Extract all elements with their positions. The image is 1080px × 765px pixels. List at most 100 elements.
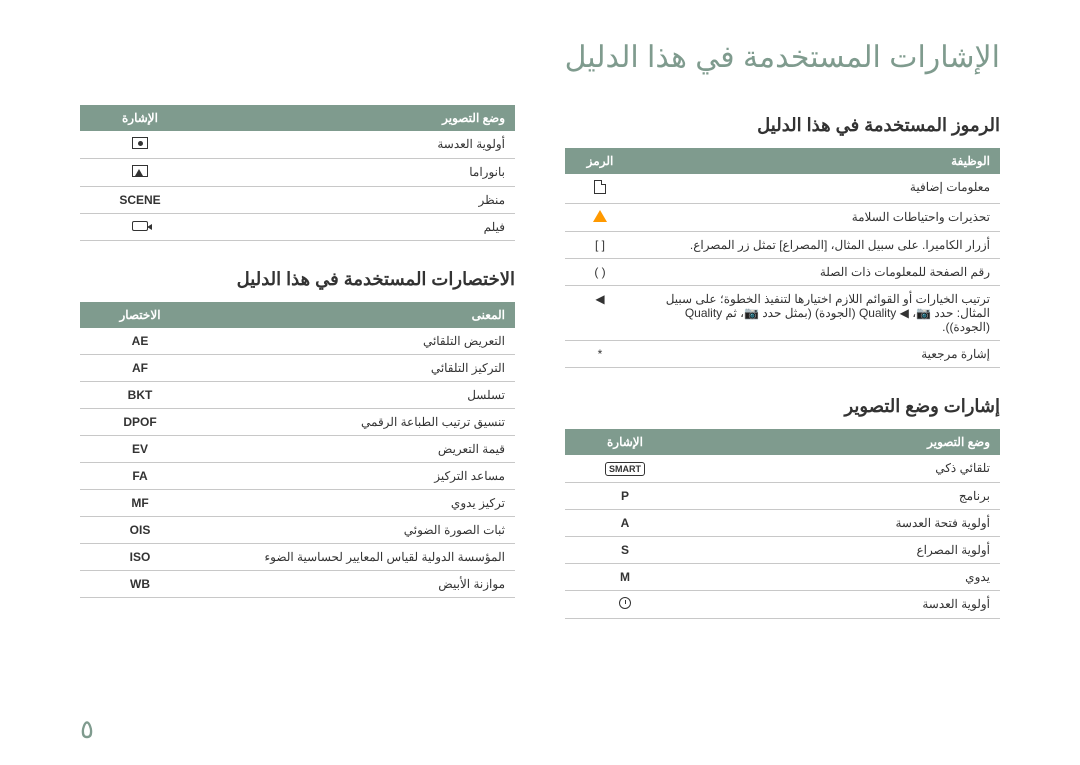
mode-symbol: * xyxy=(598,347,603,361)
mode-symbol: A xyxy=(621,516,630,530)
mode-symbol-cell xyxy=(80,159,200,187)
table-row: تركيز يدويMF xyxy=(80,490,515,517)
table-row: تسلسلBKT xyxy=(80,382,515,409)
mode-symbol: SCENE xyxy=(119,193,160,207)
left-column: وضع التصوير الإشارة أولوية العدسةبانورام… xyxy=(80,105,515,619)
table-row: التركيز التلقائيAF xyxy=(80,355,515,382)
mode-name: تلقائي ذكي xyxy=(685,455,1000,483)
table-row: أولوية فتحة العدسة A xyxy=(565,510,1000,537)
content-columns: وضع التصوير الإشارة أولوية العدسةبانورام… xyxy=(80,105,1000,619)
symbol-function: معلومات إضافية xyxy=(635,174,1000,204)
table-row: أولوية العدسة xyxy=(565,591,1000,619)
abbr-meaning: المؤسسة الدولية لقياس المعايير لحساسية ا… xyxy=(200,544,515,571)
symbol-cell: [ ] xyxy=(565,232,635,259)
mode-symbol: M xyxy=(620,570,630,584)
abbr-code: MF xyxy=(80,490,200,517)
mode-symbol-cell: SMART xyxy=(565,455,685,483)
abbr-code: OIS xyxy=(80,517,200,544)
abbreviations-title: الاختصارات المستخدمة في هذا الدليل xyxy=(80,269,515,290)
col-function: الوظيفة xyxy=(635,148,1000,174)
table-row: أزرار الكاميرا. على سبيل المثال، [المصرا… xyxy=(565,232,1000,259)
abbreviations-table: المعنى الاختصار التعريض التلقائيAEالتركي… xyxy=(80,302,515,598)
note-icon xyxy=(594,180,606,194)
table-row: مساعد التركيزFA xyxy=(80,463,515,490)
abbr-meaning: تسلسل xyxy=(200,382,515,409)
mode-name: منظر xyxy=(200,187,515,214)
table-row: أولوية العدسة xyxy=(80,131,515,159)
mode-symbol: [ ] xyxy=(595,238,605,252)
mode-symbol-cell xyxy=(565,591,685,619)
mode-symbol: P xyxy=(621,489,629,503)
mode-name: يدوي xyxy=(685,564,1000,591)
symbol-cell xyxy=(565,204,635,232)
table-row: تلقائي ذكيSMART xyxy=(565,455,1000,483)
table-row: ترتيب الخيارات أو القوائم اللازم اختياره… xyxy=(565,286,1000,341)
symbol-function: ترتيب الخيارات أو القوائم اللازم اختياره… xyxy=(635,286,1000,341)
table-row: تحذيرات واحتياطات السلامة xyxy=(565,204,1000,232)
abbr-meaning: تنسيق ترتيب الطباعة الرقمي xyxy=(200,409,515,436)
symbol-cell: ( ) xyxy=(565,259,635,286)
mode-symbol: ◀ xyxy=(595,292,604,306)
panorama-icon xyxy=(132,165,148,177)
shooting-modes-table: وضع التصوير الإشارة تلقائي ذكيSMARTبرنام… xyxy=(565,429,1000,619)
abbr-meaning: ثبات الصورة الضوئي xyxy=(200,517,515,544)
mode-symbol-cell xyxy=(80,214,200,241)
table-row: التعريض التلقائيAE xyxy=(80,328,515,355)
col-symbol: الرمز xyxy=(565,148,635,174)
abbr-meaning: التركيز التلقائي xyxy=(200,355,515,382)
symbols-table: الوظيفة الرمز معلومات إضافيةتحذيرات واحت… xyxy=(565,148,1000,368)
mode-name: أولوية العدسة xyxy=(200,131,515,159)
aperture-priority-icon xyxy=(132,137,148,149)
abbr-meaning: قيمة التعريض xyxy=(200,436,515,463)
table-row: موازنة الأبيضWB xyxy=(80,571,515,598)
mode-symbol: ( ) xyxy=(594,265,605,279)
warning-icon xyxy=(593,210,607,222)
abbr-meaning: تركيز يدوي xyxy=(200,490,515,517)
table-row: منظر SCENE xyxy=(80,187,515,214)
col-mode: وضع التصوير xyxy=(200,105,515,131)
mode-symbol: S xyxy=(621,543,629,557)
table-row: بانوراما xyxy=(80,159,515,187)
table-row: تنسيق ترتيب الطباعة الرقميDPOF xyxy=(80,409,515,436)
symbol-cell: * xyxy=(565,341,635,368)
page-number: ٥ xyxy=(80,714,94,745)
table-row: أولوية المصراعS xyxy=(565,537,1000,564)
symbol-function: إشارة مرجعية xyxy=(635,341,1000,368)
symbol-cell xyxy=(565,174,635,204)
col-mode: وضع التصوير xyxy=(685,429,1000,455)
mode-symbol-cell: SCENE xyxy=(80,187,200,214)
mode-symbol-cell xyxy=(80,131,200,159)
col-meaning: المعنى xyxy=(200,302,515,328)
symbol-function: رقم الصفحة للمعلومات ذات الصلة xyxy=(635,259,1000,286)
col-abbr: الاختصار xyxy=(80,302,200,328)
modes-section-title: إشارات وضع التصوير xyxy=(565,396,1000,417)
abbr-code: BKT xyxy=(80,382,200,409)
table-row: رقم الصفحة للمعلومات ذات الصلة ( ) xyxy=(565,259,1000,286)
symbol-cell: ◀ xyxy=(565,286,635,341)
mode-symbol-cell: S xyxy=(565,537,685,564)
col-symbol: الإشارة xyxy=(565,429,685,455)
abbr-code: FA xyxy=(80,463,200,490)
abbr-code: ISO xyxy=(80,544,200,571)
mode-name: أولوية فتحة العدسة xyxy=(685,510,1000,537)
abbr-code: EV xyxy=(80,436,200,463)
col-symbol: الإشارة xyxy=(80,105,200,131)
table-row: يدوي M xyxy=(565,564,1000,591)
abbr-code: DPOF xyxy=(80,409,200,436)
symbol-function: أزرار الكاميرا. على سبيل المثال، [المصرا… xyxy=(635,232,1000,259)
movie-icon xyxy=(132,221,148,231)
mode-symbol-cell: P xyxy=(565,483,685,510)
mode-symbol-cell: M xyxy=(565,564,685,591)
mode-name: أولوية العدسة xyxy=(685,591,1000,619)
abbr-meaning: موازنة الأبيض xyxy=(200,571,515,598)
table-row: إشارة مرجعية * xyxy=(565,341,1000,368)
abbr-meaning: مساعد التركيز xyxy=(200,463,515,490)
abbr-code: WB xyxy=(80,571,200,598)
abbr-code: AF xyxy=(80,355,200,382)
symbol-function: تحذيرات واحتياطات السلامة xyxy=(635,204,1000,232)
table-row: المؤسسة الدولية لقياس المعايير لحساسية ا… xyxy=(80,544,515,571)
mode-name: فيلم xyxy=(200,214,515,241)
mode-symbol-cell: A xyxy=(565,510,685,537)
shooting-modes-table-2: وضع التصوير الإشارة أولوية العدسةبانورام… xyxy=(80,105,515,241)
symbols-section-title: الرموز المستخدمة في هذا الدليل xyxy=(565,115,1000,136)
